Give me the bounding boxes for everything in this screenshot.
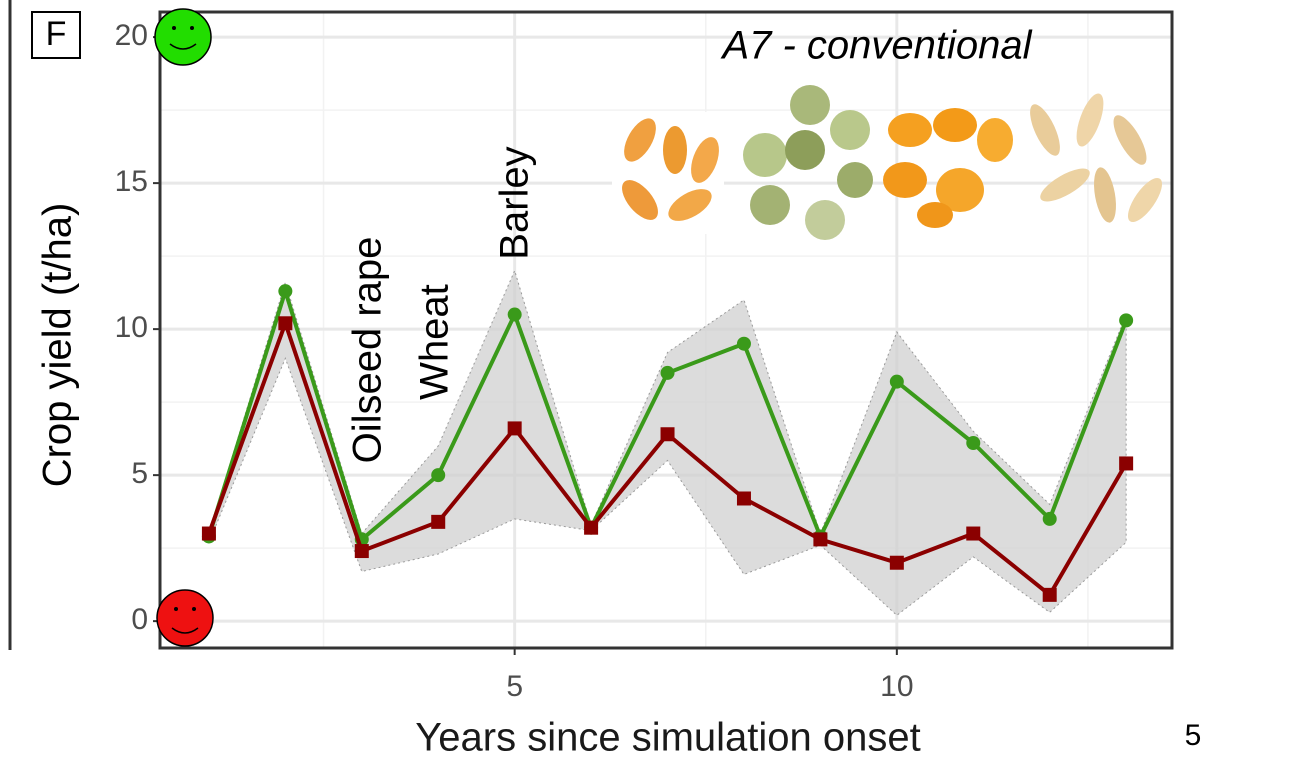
grain — [888, 113, 932, 147]
grain — [691, 137, 719, 183]
smiley-eye — [190, 26, 194, 30]
grain — [933, 108, 977, 142]
point — [354, 544, 369, 559]
smiley-face — [154, 8, 212, 66]
smiley-face — [156, 589, 214, 647]
x-tick-label: 5 — [506, 670, 523, 703]
panel-box — [31, 11, 81, 59]
pea — [830, 110, 870, 150]
point — [507, 307, 522, 322]
y-tick-label: 20 — [115, 19, 148, 52]
pea — [750, 185, 790, 225]
grain — [663, 126, 687, 174]
grain — [624, 118, 656, 162]
pea — [790, 85, 830, 125]
grain — [1113, 115, 1147, 165]
x-axis-title: Years since simulation onset — [415, 716, 920, 760]
pea — [837, 162, 873, 198]
point — [201, 526, 216, 541]
point — [889, 374, 904, 389]
point — [278, 316, 293, 331]
y-tick-label: 0 — [131, 603, 148, 636]
pea — [785, 130, 825, 170]
point — [966, 526, 981, 541]
subtitle: A7 - conventional — [720, 24, 1032, 68]
point — [1119, 456, 1134, 471]
point — [431, 468, 446, 483]
grain — [977, 118, 1013, 162]
point — [584, 520, 599, 535]
smiley-eye — [192, 607, 196, 611]
crop-annotation: Oilseed rape — [346, 237, 390, 464]
point — [736, 491, 751, 506]
page-number: 5 — [1185, 719, 1202, 752]
point — [889, 555, 904, 570]
plot-frame — [158, 10, 1174, 650]
grain — [917, 202, 953, 228]
point — [660, 427, 675, 442]
smiley-mouth — [171, 627, 199, 634]
point — [660, 365, 675, 380]
crop-annotation: Barley — [493, 146, 537, 259]
pea — [805, 200, 845, 240]
smiley-happy — [154, 8, 212, 66]
point — [278, 284, 293, 299]
grain — [883, 162, 927, 198]
y-tick-label: 15 — [115, 165, 148, 198]
grain — [1040, 168, 1090, 202]
ribbon — [208, 269, 1127, 616]
point — [736, 336, 751, 351]
smiley-eye — [172, 26, 176, 30]
point — [1042, 587, 1057, 602]
point — [1119, 313, 1134, 328]
grain — [622, 180, 658, 220]
smiley-mouth — [169, 43, 197, 50]
grain — [936, 168, 984, 212]
x-tick-label: 10 — [880, 670, 913, 703]
point — [431, 514, 446, 529]
point — [813, 532, 828, 547]
crop-annotation: Wheat — [413, 284, 457, 400]
y-tick-label: 5 — [131, 457, 148, 490]
grain — [1030, 104, 1060, 156]
point — [966, 436, 981, 451]
pea — [743, 133, 787, 177]
y-axis-title: Crop yield (t/ha) — [36, 203, 80, 488]
grain — [1076, 93, 1104, 147]
grain — [1094, 167, 1116, 223]
grain — [668, 189, 712, 221]
point — [1042, 511, 1057, 526]
smiley-sad — [156, 589, 214, 647]
grain — [1127, 177, 1163, 223]
point — [507, 421, 522, 436]
y-tick-label: 10 — [115, 311, 148, 344]
grain-images — [612, 85, 1163, 240]
panel-label: F — [46, 15, 67, 53]
smiley-eye — [174, 607, 178, 611]
